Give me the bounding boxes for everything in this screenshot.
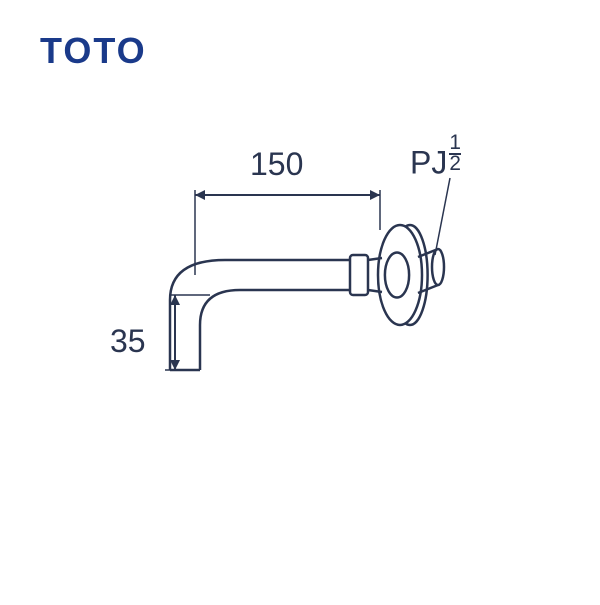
dimension-horizontal-label: 150 (250, 146, 303, 183)
dimension-thread-label: PJ 1 2 (410, 138, 461, 182)
dimension-vertical-label: 35 (110, 323, 146, 360)
technical-diagram (0, 0, 600, 600)
